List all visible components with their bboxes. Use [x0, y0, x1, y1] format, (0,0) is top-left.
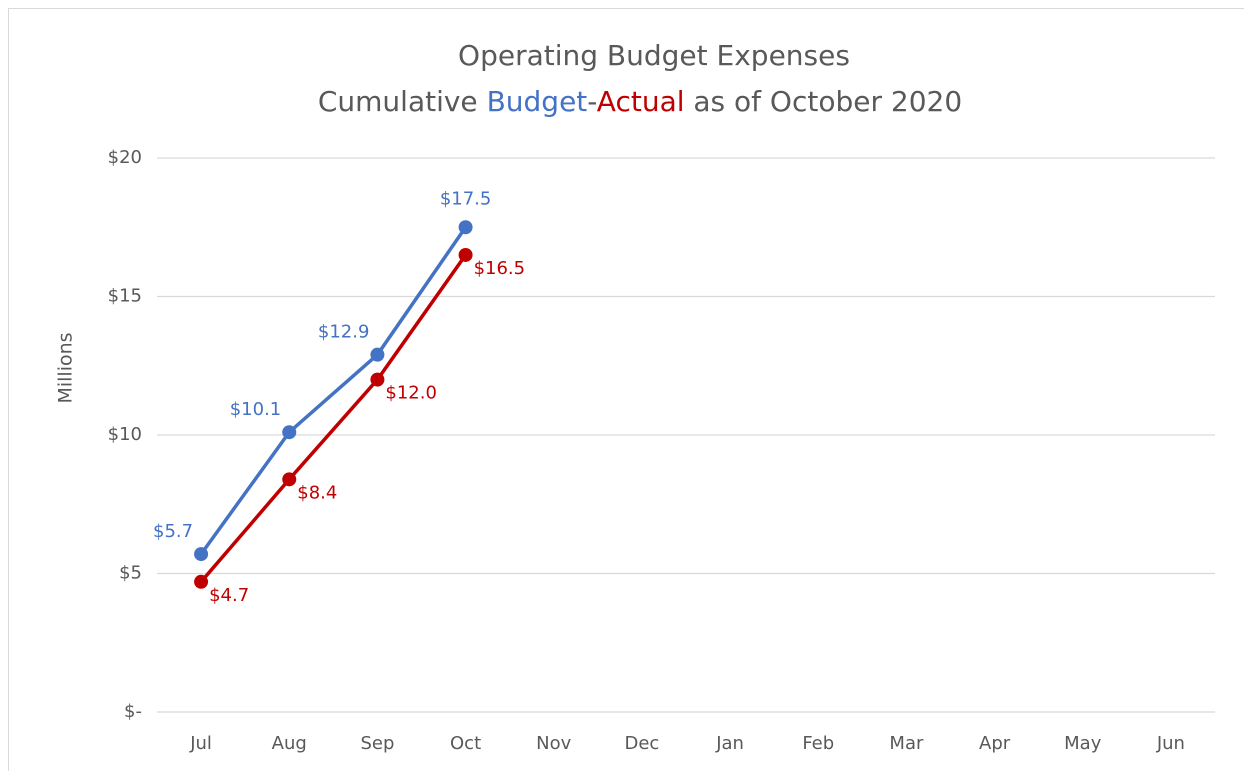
x-tick-label: Jan [715, 733, 744, 754]
x-tick-label: Jul [189, 733, 212, 754]
x-tick-label: Jun [1156, 733, 1185, 754]
series-line [199, 253, 468, 583]
subtitle-part: Cumulative [318, 85, 487, 118]
y-tick-label: $15 [108, 286, 142, 307]
data-label: $5.7 [153, 521, 193, 542]
y-tick-label: $- [124, 701, 142, 722]
data-point [458, 247, 473, 262]
chart-subtitle: Cumulative Budget-Actual as of October 2… [318, 85, 962, 118]
subtitle-part: - [587, 85, 597, 118]
data-point [194, 574, 209, 589]
data-label: $16.5 [474, 258, 526, 279]
x-tick-label: Sep [360, 733, 394, 754]
x-tick-label: May [1064, 733, 1102, 754]
x-tick-label: Mar [889, 733, 924, 754]
data-label: $4.7 [209, 585, 249, 606]
data-point [194, 547, 209, 562]
data-label: $17.5 [440, 188, 492, 209]
data-point [370, 347, 385, 362]
series-line [199, 226, 468, 556]
chart-border [8, 8, 1244, 771]
data-label: $12.0 [385, 383, 437, 404]
y-tick-label: $20 [108, 147, 142, 168]
x-tick-label: Apr [979, 733, 1011, 754]
data-point [458, 220, 473, 235]
subtitle-part: Actual [597, 85, 685, 118]
x-tick-label: Oct [450, 733, 481, 754]
data-label: $8.4 [297, 482, 337, 503]
x-tick-label: Nov [536, 733, 571, 754]
subtitle-part: as of October 2020 [685, 85, 963, 118]
data-point [370, 372, 385, 387]
x-tick-label: Feb [802, 733, 834, 754]
x-tick-label: Dec [624, 733, 659, 754]
y-axis-label: Millions [55, 332, 77, 403]
y-tick-label: $5 [119, 563, 142, 584]
chart-title: Operating Budget Expenses [458, 39, 850, 72]
data-label: $10.1 [230, 399, 282, 420]
x-tick-label: Aug [272, 733, 307, 754]
data-point [282, 425, 297, 440]
y-tick-label: $10 [108, 424, 142, 445]
data-label: $12.9 [318, 322, 370, 343]
data-point [282, 472, 297, 487]
subtitle-part: Budget [487, 85, 588, 118]
